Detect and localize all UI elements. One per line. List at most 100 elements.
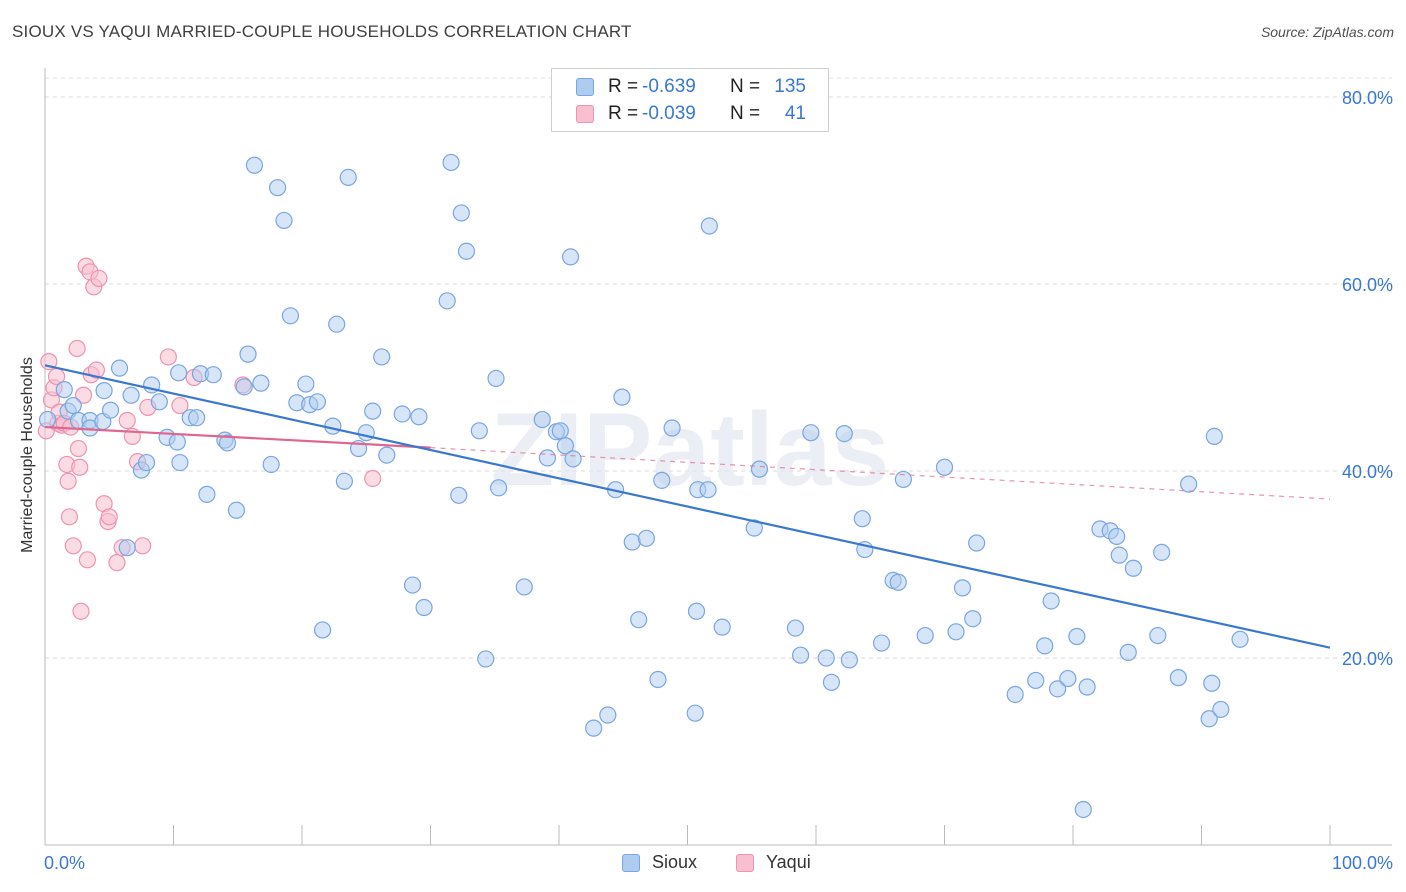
sioux-point (1200, 710, 1218, 728)
sioux-point (1203, 674, 1221, 692)
legend-r-label: R = (608, 76, 639, 97)
sioux-point (118, 539, 136, 557)
sioux-swatch (576, 78, 594, 96)
yaqui-point (59, 472, 77, 490)
sioux-point (663, 419, 681, 437)
chart-title: SIOUX VS YAQUI MARRIED-COUPLE HOUSEHOLDS… (12, 22, 632, 41)
sioux-points (38, 153, 1249, 819)
sioux-point (1042, 592, 1060, 610)
sioux-point (110, 359, 129, 377)
yaqui-legend-swatch (736, 853, 754, 872)
sioux-point (410, 408, 428, 426)
legend-row-yaqui: R = -0.039 N = 41 (576, 101, 806, 127)
yaqui-point (64, 537, 82, 555)
sioux-point (1124, 559, 1142, 577)
legend-n-value: 135 (774, 76, 806, 97)
yaqui-point (100, 508, 118, 526)
sioux-point (1110, 546, 1128, 564)
sioux-point (101, 401, 120, 419)
legend-r-label: R = (608, 103, 639, 124)
sioux-point (1074, 800, 1092, 819)
axes (44, 68, 1392, 846)
sioux-point (687, 602, 706, 620)
sioux-point (442, 153, 460, 172)
sioux-point (935, 458, 954, 476)
sioux-point (515, 578, 533, 596)
sioux-point (599, 706, 617, 724)
trend-lines (44, 364, 1331, 649)
y-tick-label: 20.0% (1342, 649, 1393, 669)
yaqui-point (72, 602, 90, 620)
yaqui-point (40, 353, 58, 371)
sioux-point (122, 386, 140, 404)
sioux-point (916, 626, 934, 645)
sioux-point (268, 179, 287, 197)
sioux-point (1068, 627, 1086, 646)
sioux-point (245, 156, 264, 174)
yaqui-swatch (576, 105, 594, 123)
sioux-point (551, 422, 569, 440)
sioux-point (649, 670, 667, 689)
legend-item-yaqui[interactable]: Yaqui (736, 852, 811, 873)
sioux-point (198, 485, 216, 503)
sioux-point (953, 579, 972, 597)
x-tick-label: 0.0% (44, 853, 85, 873)
sioux-point (1078, 678, 1096, 696)
legend-n-label: N = (730, 103, 761, 124)
sioux-point (699, 481, 717, 499)
sioux-point (339, 168, 357, 187)
sioux-point (802, 424, 820, 442)
sioux-point (1212, 700, 1230, 719)
y-tick-label: 60.0% (1342, 275, 1393, 295)
legend-r-value: -0.039 (642, 103, 696, 124)
sioux-point (262, 455, 280, 474)
sioux-point (889, 573, 907, 591)
sioux-point (556, 437, 575, 455)
sioux-point (791, 646, 810, 664)
sioux-point (822, 673, 841, 691)
legend-r-value: -0.639 (642, 76, 696, 97)
sioux-point (275, 211, 293, 230)
sioux-point (585, 719, 603, 737)
sioux-point (297, 375, 315, 393)
sioux-point (150, 393, 168, 411)
sioux-point (1119, 643, 1137, 661)
sioux-point (817, 649, 835, 667)
sioux-point (470, 422, 488, 440)
sioux-point (700, 217, 718, 235)
yaqui-trend-line (44, 425, 431, 449)
yaqui-point (71, 458, 89, 476)
sioux-point (393, 405, 411, 423)
sioux-point (452, 204, 470, 222)
sioux-point (1205, 427, 1223, 446)
yaqui-point (60, 508, 79, 526)
sioux-point (477, 650, 495, 668)
sioux-point (490, 479, 508, 497)
sioux-point (637, 529, 655, 547)
sioux-point (373, 348, 391, 366)
sioux-point (487, 369, 505, 388)
sioux-point (364, 402, 382, 420)
sioux-point (713, 618, 731, 636)
y-tick-label: 40.0% (1342, 462, 1393, 482)
sioux-point (403, 576, 422, 594)
yaqui-point (159, 348, 177, 366)
yaqui-point (78, 551, 97, 569)
sioux-point (239, 345, 257, 363)
sioux-point (313, 621, 332, 639)
sioux-point (204, 366, 222, 384)
yaqui-point (87, 361, 106, 379)
yaqui-trend-extension (430, 447, 1331, 500)
yaqui-point (68, 339, 86, 358)
sioux-point (745, 519, 763, 537)
sioux-point (1149, 626, 1167, 645)
sioux-point (218, 434, 237, 452)
legend-item-sioux[interactable]: Sioux (622, 852, 697, 873)
yaqui-point (364, 469, 382, 488)
sioux-point (947, 623, 965, 641)
sioux-legend-label: Sioux (652, 852, 698, 872)
yaqui-points (37, 257, 382, 620)
yaqui-point (69, 439, 88, 458)
sioux-point (872, 634, 891, 652)
